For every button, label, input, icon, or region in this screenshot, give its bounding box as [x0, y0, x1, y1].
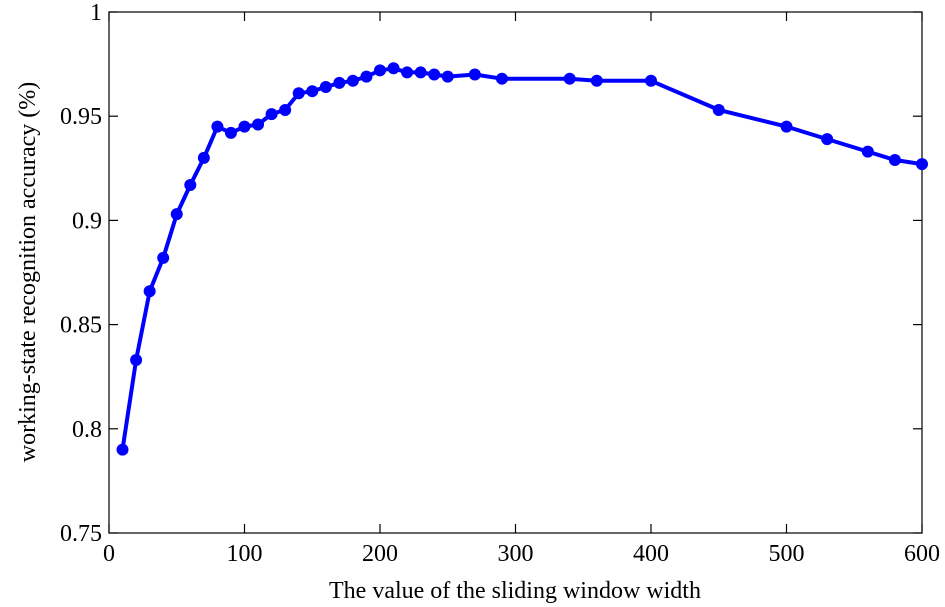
data-point [197, 151, 210, 164]
data-point [441, 70, 454, 83]
x-tick-label: 0 [103, 541, 115, 567]
data-point [184, 178, 197, 191]
y-axis-label: working-state recognition accuracy (%) [15, 82, 41, 463]
data-point [780, 120, 793, 133]
data-point [238, 120, 251, 133]
data-point [333, 76, 346, 89]
data-point [265, 108, 278, 121]
data-point [712, 103, 725, 116]
data-point [306, 85, 319, 98]
series-layer [116, 62, 928, 456]
y-axis-ticks: 0.75 0.8 0.85 0.9 0.95 1 [60, 0, 922, 547]
data-point [645, 74, 657, 87]
data-point [157, 251, 170, 264]
data-point [319, 81, 332, 94]
data-point [861, 145, 874, 158]
data-point [888, 153, 901, 166]
data-point [143, 285, 156, 298]
data-point [590, 74, 603, 87]
data-point [292, 87, 305, 100]
data-point [224, 126, 237, 139]
y-tick-label: 0.75 [60, 521, 102, 547]
x-tick-label: 500 [769, 541, 805, 567]
x-tick-label: 100 [227, 541, 263, 567]
data-point [387, 62, 400, 75]
y-tick-label: 1 [90, 0, 102, 26]
data-point [428, 68, 441, 81]
data-point [252, 118, 265, 131]
x-axis-label: The value of the sliding window width [329, 578, 701, 604]
data-point [170, 208, 183, 221]
y-tick-label: 0.85 [60, 313, 102, 339]
data-point [821, 133, 834, 146]
data-point [360, 70, 373, 83]
y-tick-label: 0.9 [72, 208, 102, 234]
data-point [916, 158, 928, 171]
data-point [414, 66, 427, 79]
y-tick-label: 0.95 [60, 104, 102, 130]
x-tick-label: 600 [904, 541, 940, 567]
x-tick-label: 400 [633, 541, 669, 567]
data-point [346, 74, 359, 87]
x-tick-label: 200 [362, 541, 398, 567]
plot-frame [108, 11, 923, 534]
x-axis-ticks: 0 100 200 300 400 500 600 [103, 12, 940, 567]
data-point [279, 103, 292, 116]
data-point [495, 72, 508, 85]
x-tick-label: 300 [498, 541, 534, 567]
data-point [563, 72, 576, 85]
data-point [374, 64, 386, 77]
data-point [468, 68, 481, 81]
data-point [116, 443, 129, 456]
data-point [211, 120, 224, 133]
y-tick-label: 0.8 [72, 417, 102, 443]
data-point [401, 66, 414, 79]
data-point [130, 354, 143, 367]
